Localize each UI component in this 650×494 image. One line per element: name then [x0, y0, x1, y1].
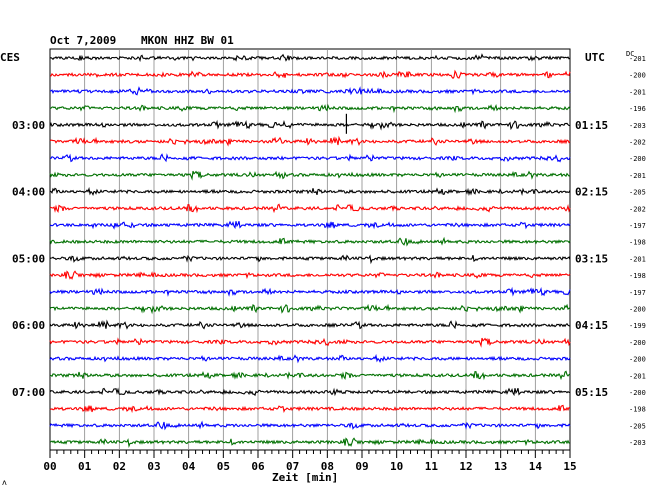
trace-20: [49, 387, 571, 397]
trace-0: [49, 53, 571, 63]
x-tick-label: 13: [494, 460, 507, 473]
left-timezone-label: CES: [0, 51, 20, 64]
trace-5: [49, 135, 571, 147]
trace-12: [49, 254, 571, 265]
x-tick-label: 04: [182, 460, 196, 473]
dc-offset-label: -202: [629, 205, 646, 213]
x-tick-label: 15: [563, 460, 576, 473]
right-time-label: 01:15: [575, 119, 608, 132]
date-label: Oct 7,2009: [50, 34, 117, 47]
x-tick-label: 06: [251, 460, 265, 473]
dc-offset-label: -201: [629, 172, 646, 180]
dc-offset-label: -201: [629, 372, 646, 380]
dc-offset-label: -205: [629, 189, 646, 197]
x-tick-label: 02: [113, 460, 126, 473]
dc-offset-label: -200: [629, 389, 646, 397]
x-tick-label: 10: [390, 460, 403, 473]
trace-2: [49, 86, 571, 96]
x-tick-label: 05: [217, 460, 230, 473]
trace-9: [49, 203, 571, 214]
dc-offset-label: -201: [629, 88, 646, 96]
x-tick-label: 08: [321, 460, 334, 473]
trace-14: [49, 286, 571, 297]
trace-21: [49, 404, 571, 414]
dc-offset-label: -200: [629, 72, 646, 80]
trace-10: [49, 220, 571, 230]
dc-offset-label: -199: [629, 322, 646, 330]
x-tick-label: 14: [529, 460, 543, 473]
trace-17: [49, 337, 571, 348]
dc-offset-label: -198: [629, 272, 646, 280]
trace-15: [49, 303, 571, 315]
x-tick-label: 07: [286, 460, 299, 473]
footer-mark: ʌ: [2, 478, 7, 487]
dc-offset-label: -200: [629, 155, 646, 163]
trace-13: [49, 270, 571, 280]
x-tick-label: 12: [459, 460, 472, 473]
trace-19: [49, 370, 571, 381]
plot-frame: [49, 48, 571, 451]
x-axis-label: Zeit [min]: [272, 471, 339, 484]
dc-header-label: DC: [626, 50, 635, 58]
left-time-label: 07:00: [12, 386, 45, 399]
left-time-label: 04:00: [12, 186, 45, 199]
right-time-label: 04:15: [575, 319, 608, 332]
trace-11: [49, 236, 571, 247]
trace-18: [49, 353, 571, 364]
left-time-label: 05:00: [12, 252, 45, 265]
x-tick-label: 03: [147, 460, 160, 473]
left-time-label: 06:00: [12, 319, 45, 332]
x-tick-label: 00: [43, 460, 56, 473]
dc-offset-label: -197: [629, 289, 646, 297]
trace-8: [49, 186, 571, 197]
trace-1: [50, 69, 571, 80]
dc-offset-label: -197: [629, 222, 646, 230]
trace-23: [49, 437, 571, 448]
trace-7: [49, 170, 571, 181]
right-time-label: 02:15: [575, 186, 608, 199]
trace-16: [49, 319, 571, 330]
dc-offset-label: -200: [629, 356, 646, 364]
dc-offset-label: -205: [629, 422, 646, 430]
dc-offset-label: -202: [629, 139, 646, 147]
dc-offset-label: -201: [629, 255, 646, 263]
dc-offset-label: -198: [629, 406, 646, 414]
x-tick-label: 11: [425, 460, 439, 473]
right-time-label: 03:15: [575, 252, 608, 265]
x-tick-label: 09: [355, 460, 368, 473]
trace-6: [49, 153, 571, 163]
trace-4: [49, 119, 571, 131]
dc-offset-label: -200: [629, 306, 646, 314]
left-time-label: 03:00: [12, 119, 45, 132]
dc-offset-label: -196: [629, 105, 646, 113]
dc-offset-label: -200: [629, 339, 646, 347]
dc-offset-label: -203: [629, 439, 646, 447]
trace-22: [49, 420, 571, 431]
dc-offset-label: -203: [629, 122, 646, 130]
dc-offset-label: -198: [629, 239, 646, 247]
trace-3: [49, 103, 571, 114]
right-timezone-label: UTC: [585, 51, 605, 64]
x-tick-label: 01: [78, 460, 92, 473]
dc-offset-label: -201: [629, 55, 646, 63]
right-time-label: 05:15: [575, 386, 608, 399]
station-label: MKON HHZ BW 01: [141, 34, 234, 47]
